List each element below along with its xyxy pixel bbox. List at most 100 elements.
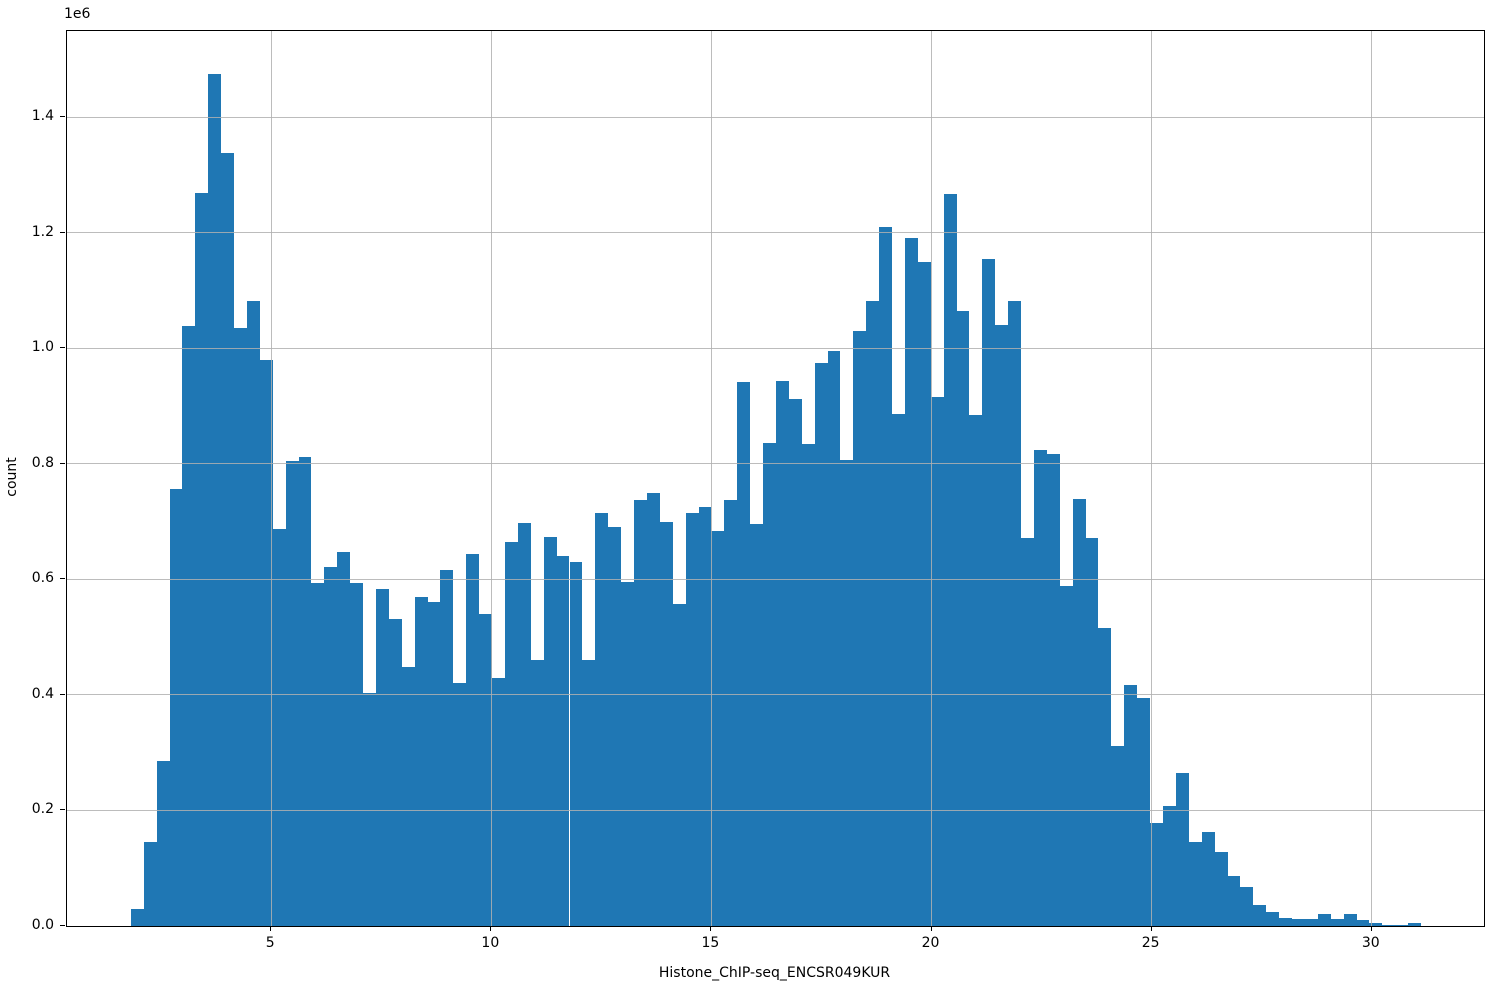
x-tick-label: 5 [265, 935, 275, 951]
histogram-bar [143, 841, 157, 926]
y-tick-label: 1.2 [31, 223, 54, 240]
histogram-bar [1292, 919, 1305, 926]
y-tick-label: 0.2 [31, 801, 54, 818]
x-axis-label: Histone_ChIP-seq_ENCSR049KUR [658, 965, 891, 981]
y-tick-label: 1.4 [31, 108, 54, 125]
histogram-bar [1408, 922, 1422, 926]
histogram-bar [659, 521, 673, 926]
histogram-bar [337, 551, 351, 926]
histogram-bar [401, 667, 415, 926]
histogram-bar [427, 602, 441, 926]
histogram-bar [750, 523, 764, 926]
histogram-bar [969, 414, 983, 926]
histogram-bar [724, 499, 738, 926]
y-gridline [67, 116, 1484, 118]
histogram-bar [1008, 300, 1022, 926]
x-gridline [1151, 31, 1153, 926]
x-tick [270, 926, 272, 931]
x-gridline [1371, 31, 1373, 926]
histogram-bar [414, 596, 428, 926]
histogram-bar [259, 359, 273, 926]
histogram-bar [530, 660, 544, 926]
histogram-bar [311, 583, 325, 926]
histogram-bar [492, 677, 505, 926]
histogram-bar [1304, 919, 1318, 926]
histogram-bar [169, 489, 183, 926]
histogram-bar [285, 460, 299, 926]
histogram-bar [182, 326, 196, 926]
histogram-bar [775, 380, 789, 926]
histogram-bar [1085, 537, 1099, 926]
plot-area [66, 30, 1485, 927]
histogram-bar [1395, 925, 1409, 926]
y-tick [60, 693, 65, 695]
histogram-bar [375, 588, 389, 926]
histogram-bar [1369, 922, 1383, 926]
histogram-bar [814, 363, 828, 926]
histogram-bar [685, 512, 699, 926]
x-tick-label: 10 [481, 935, 500, 951]
histogram-bar [453, 683, 467, 926]
y-tick [60, 231, 65, 233]
histogram-bar [672, 603, 686, 926]
histogram-bar [1317, 913, 1331, 926]
histogram-bar [298, 456, 312, 926]
histogram-bar [698, 507, 712, 926]
histogram-bar [363, 693, 376, 926]
histogram-bar [788, 399, 802, 926]
histogram-bar [517, 523, 531, 926]
x-tick [1370, 926, 1372, 931]
y-gridline [67, 347, 1484, 349]
histogram-bar [156, 761, 170, 926]
y-tick [60, 578, 65, 580]
histogram-bar [1021, 537, 1034, 926]
histogram-bar [982, 258, 996, 926]
x-tick [710, 926, 712, 931]
y-tick-label: 0.4 [31, 685, 54, 702]
y-axis-offset-text: 1e6 [64, 6, 91, 22]
x-tick [930, 926, 932, 931]
y-tick [60, 347, 65, 349]
x-tick [1150, 926, 1152, 931]
histogram-bar [840, 460, 854, 926]
histogram-bar [1033, 450, 1047, 926]
x-tick-label: 20 [921, 935, 940, 951]
histogram-bar [479, 613, 493, 926]
histogram-bar [853, 330, 867, 926]
histogram-bar [1188, 841, 1202, 926]
histogram-bar [917, 261, 931, 926]
histogram-bar [1124, 685, 1138, 926]
histogram-bar [1098, 627, 1112, 926]
histogram-bar [892, 414, 905, 926]
y-tick [60, 809, 65, 811]
x-tick-label: 30 [1361, 935, 1380, 951]
histogram-bar [1111, 746, 1125, 926]
histogram-bar [272, 529, 286, 926]
histogram-bar [1343, 914, 1357, 926]
histogram-bar [582, 660, 596, 926]
histogram-bar [995, 325, 1009, 926]
histogram-bar [1253, 905, 1267, 926]
histogram-bar [234, 327, 247, 926]
histogram-bar [595, 513, 609, 926]
histogram-bar [646, 493, 660, 926]
histogram-bar [556, 556, 570, 926]
y-tick-label: 0.6 [31, 570, 54, 587]
histogram-bar [440, 570, 454, 926]
histogram-bar [711, 531, 725, 926]
histogram-bar [195, 193, 209, 926]
histogram-bar [1240, 887, 1254, 926]
histogram-bar [208, 73, 222, 926]
histogram-bar [1150, 823, 1163, 926]
histogram-bar [943, 193, 957, 926]
histogram-bar [1279, 917, 1293, 926]
histogram-bar [246, 300, 260, 926]
histogram-bar [956, 310, 970, 926]
y-tick-label: 0.0 [31, 917, 54, 933]
histogram-bar [737, 382, 751, 926]
histogram-bar [634, 499, 647, 926]
histogram-bar [1059, 585, 1073, 926]
histogram-bar [1072, 499, 1086, 926]
y-tick [60, 925, 65, 926]
